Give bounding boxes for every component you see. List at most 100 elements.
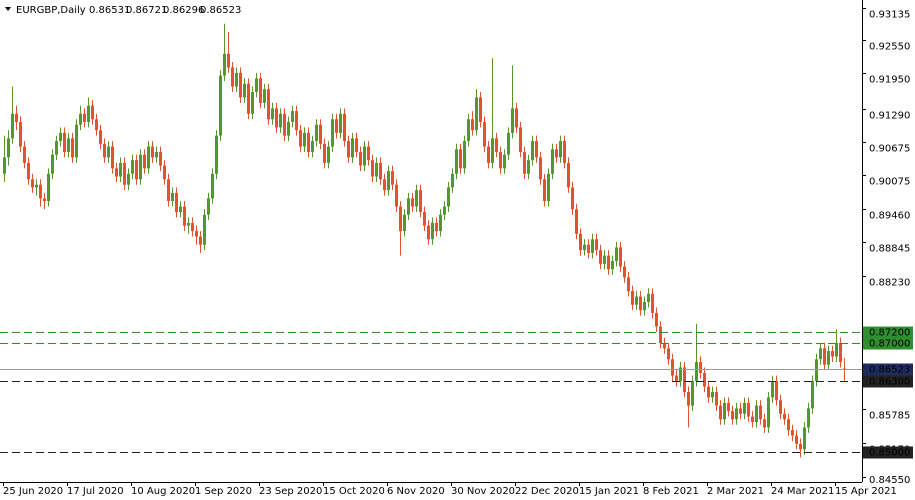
candle-body <box>255 78 258 92</box>
candle-body <box>799 443 802 450</box>
candle-body <box>655 312 658 327</box>
candle-body <box>259 78 262 103</box>
candle-body <box>67 138 70 152</box>
candle-body <box>779 400 782 414</box>
candle-body <box>467 119 470 142</box>
candle-body <box>803 427 806 450</box>
candle-body <box>355 138 358 152</box>
candle-body <box>27 162 30 180</box>
level-label-box <box>863 326 913 339</box>
candle-body <box>519 127 522 152</box>
candle-body <box>179 206 182 212</box>
candle-body <box>131 160 134 174</box>
candle-body <box>631 291 634 305</box>
candle-body <box>115 168 118 177</box>
candle-body <box>3 157 6 174</box>
candle-body <box>283 113 286 136</box>
candle-body <box>191 222 194 232</box>
candle-body <box>175 192 178 212</box>
candle-body <box>119 162 122 177</box>
candle-body <box>35 184 38 188</box>
candle-body <box>707 386 710 398</box>
candle-body <box>95 119 98 131</box>
candle-body <box>247 83 250 114</box>
header-open: 0.86531 <box>89 5 130 16</box>
candle-body <box>563 141 566 163</box>
candle-body <box>203 214 206 245</box>
candle-body <box>79 113 82 125</box>
candle-body <box>831 351 834 357</box>
candle-body <box>607 255 610 270</box>
candle-body <box>547 173 550 202</box>
candle-body <box>199 236 202 245</box>
y-tick-label: 0.90675 <box>869 144 910 155</box>
price-label-box <box>863 363 913 376</box>
candle-body <box>75 124 78 158</box>
candle-body <box>459 149 462 169</box>
candle-body <box>171 192 174 202</box>
candle-body <box>415 190 418 207</box>
candle-body <box>739 408 742 414</box>
candle-body <box>495 138 498 152</box>
candle-body <box>303 132 306 147</box>
candle-body <box>431 222 434 240</box>
candle-body <box>743 402 746 414</box>
level-label-box <box>863 375 913 388</box>
candle-body <box>219 75 222 136</box>
candle-body <box>251 91 254 114</box>
candle-body <box>671 359 674 376</box>
candle-body <box>639 296 642 311</box>
y-tick-label: 0.91950 <box>869 75 910 86</box>
candle-body <box>307 132 310 152</box>
candle-body <box>491 138 494 163</box>
x-tick-label: 25 Jun 2020 <box>3 486 63 497</box>
candle-body <box>315 124 318 142</box>
candle-body <box>591 239 594 253</box>
candle-body <box>551 149 554 174</box>
y-tick-label: 0.88230 <box>869 278 910 289</box>
candle-body <box>271 108 274 120</box>
candle-body <box>327 146 330 163</box>
candle-body <box>367 146 370 161</box>
candle-body <box>583 244 586 251</box>
header-low: 0.86296 <box>163 5 204 16</box>
candle-body <box>107 146 110 158</box>
candle-body <box>703 372 706 387</box>
candle-body <box>407 198 410 215</box>
candle-body <box>695 361 698 382</box>
x-tick-label: 23 Sep 2020 <box>259 486 322 497</box>
x-tick-label: 10 Aug 2020 <box>131 486 195 497</box>
candle-body <box>783 413 786 420</box>
x-tick-label: 24 Mar 2021 <box>771 486 834 497</box>
candle-body <box>475 97 478 131</box>
candle-body <box>187 222 190 226</box>
candle-body <box>7 138 10 158</box>
candle-body <box>163 165 166 180</box>
candle-body <box>335 119 338 133</box>
y-tick-label: 0.92550 <box>869 42 910 53</box>
level-label: 0.87000 <box>869 339 910 350</box>
candle-body <box>843 368 846 370</box>
candle-body <box>791 430 794 436</box>
y-tick-label: 0.89460 <box>869 211 910 222</box>
candle-body <box>811 381 814 409</box>
candle-body <box>559 141 562 158</box>
y-tick-label: 0.85785 <box>869 411 910 422</box>
candle-body <box>383 179 386 191</box>
candle-body <box>571 187 574 210</box>
candle-body <box>635 296 638 305</box>
candle-body <box>643 301 646 311</box>
menu-arrow <box>5 7 11 11</box>
candle-body <box>659 326 662 343</box>
candle-body <box>751 416 754 422</box>
candle-body <box>731 411 734 420</box>
candle-body <box>683 367 686 392</box>
candle-body <box>47 173 50 202</box>
candle-body <box>615 247 618 262</box>
header-high: 0.86721 <box>126 5 167 16</box>
candle-body <box>515 108 518 128</box>
candle-body <box>143 154 146 169</box>
candle-body <box>319 124 322 144</box>
candle-body <box>351 138 354 158</box>
